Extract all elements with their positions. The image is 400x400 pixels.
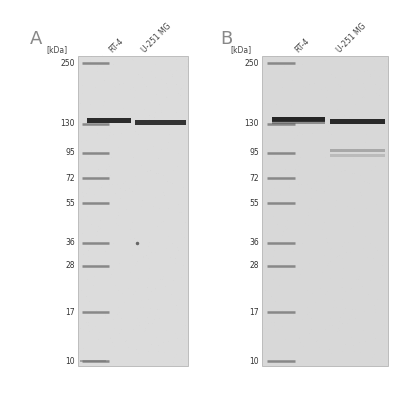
Bar <box>135 120 186 126</box>
Text: 130: 130 <box>244 119 259 128</box>
Text: RT-4: RT-4 <box>294 36 311 54</box>
Bar <box>262 56 388 366</box>
Text: 55: 55 <box>65 199 75 208</box>
Text: [kDa]: [kDa] <box>230 45 251 54</box>
Text: 17: 17 <box>249 308 259 317</box>
Text: 28: 28 <box>249 261 259 270</box>
Bar <box>272 121 325 124</box>
Bar <box>80 360 106 362</box>
Text: 250: 250 <box>244 59 259 68</box>
Text: 130: 130 <box>60 119 75 128</box>
Text: 28: 28 <box>65 261 75 270</box>
Text: 10: 10 <box>65 357 75 366</box>
Bar <box>330 119 386 124</box>
Text: U-251 MG: U-251 MG <box>335 21 368 54</box>
Text: 72: 72 <box>249 174 259 183</box>
Text: [kDa]: [kDa] <box>46 45 67 54</box>
Text: RT-4: RT-4 <box>107 36 125 54</box>
Text: 36: 36 <box>249 238 259 247</box>
Bar <box>272 117 325 122</box>
Text: 55: 55 <box>249 199 259 208</box>
Text: 250: 250 <box>60 59 75 68</box>
Text: 72: 72 <box>65 174 75 183</box>
Text: 17: 17 <box>65 308 75 317</box>
Text: B: B <box>220 30 232 48</box>
Text: U-251 MG: U-251 MG <box>140 21 173 54</box>
Text: 10: 10 <box>249 357 259 366</box>
Text: 95: 95 <box>65 148 75 157</box>
Bar <box>87 118 131 123</box>
Text: 36: 36 <box>65 238 75 247</box>
Text: 95: 95 <box>249 148 259 157</box>
Text: A: A <box>30 30 42 48</box>
Bar <box>78 56 188 366</box>
Bar <box>330 154 386 157</box>
Bar <box>330 149 386 152</box>
